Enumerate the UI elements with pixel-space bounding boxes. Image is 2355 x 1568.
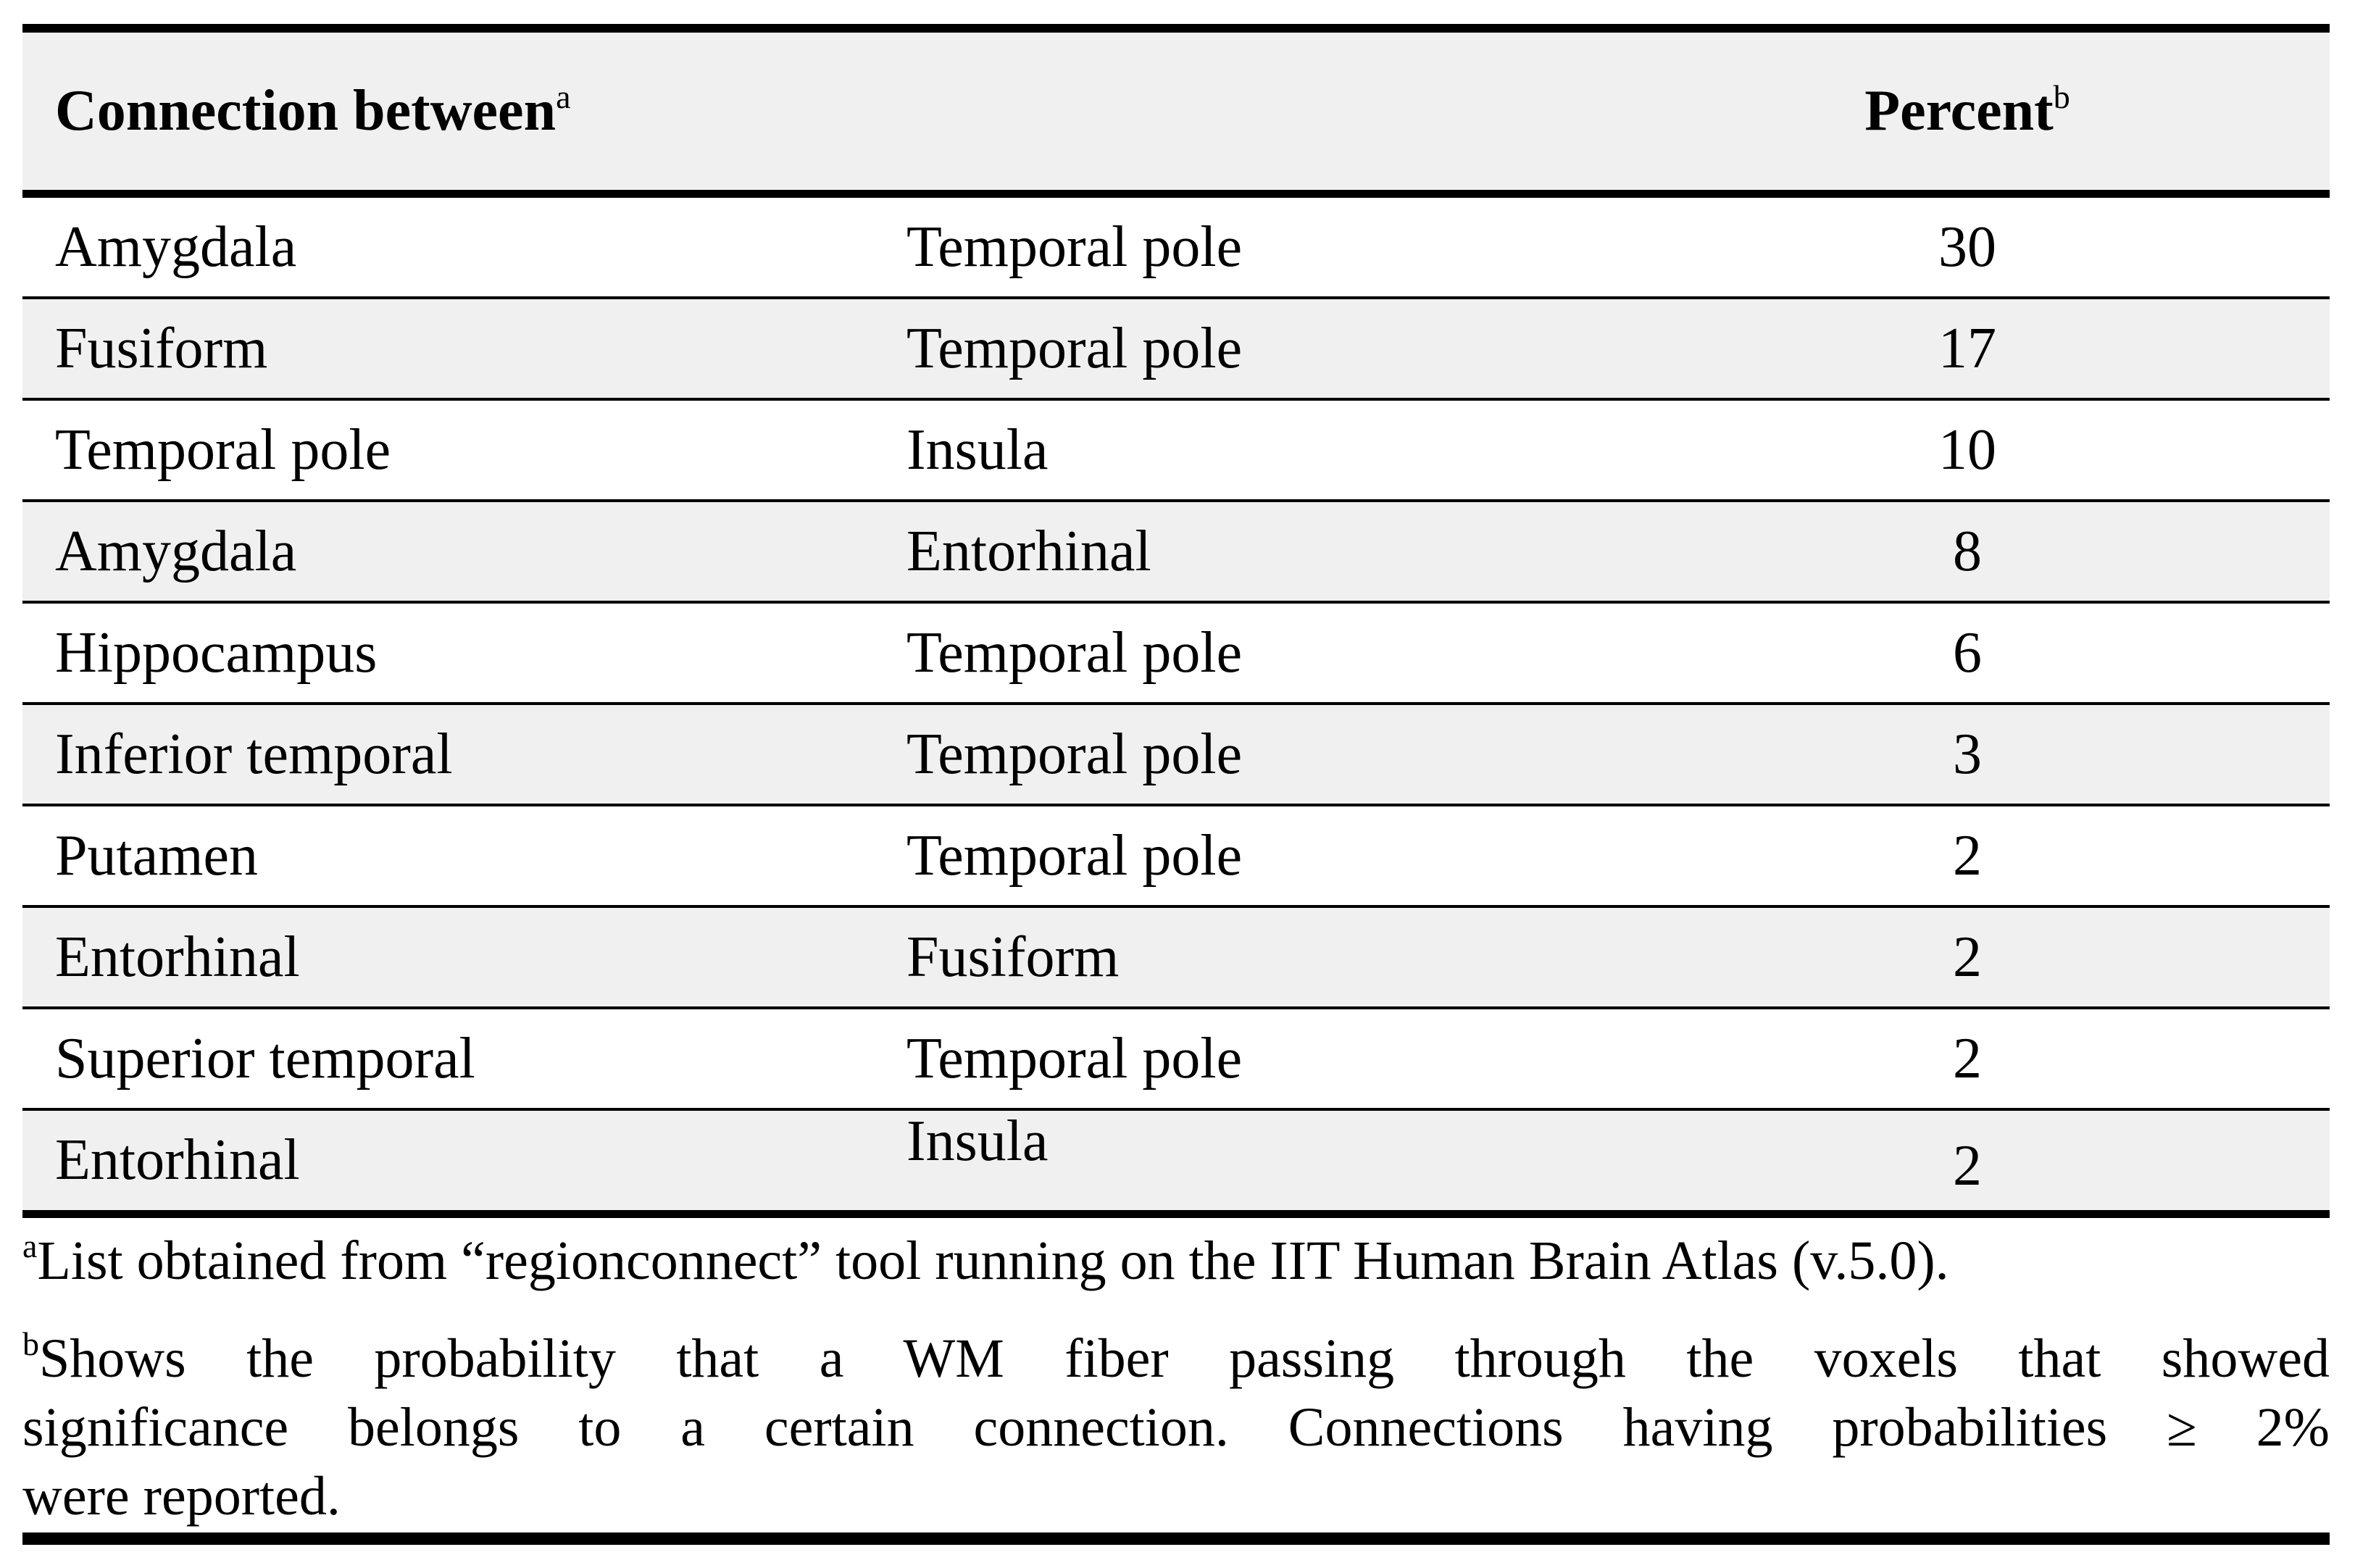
footnote-b-line2: significance belongs to a certain connec… — [22, 1397, 2330, 1458]
cell-region2: Entorhinal — [906, 519, 1151, 583]
table-footnotes: aList obtained from “regionconnect” tool… — [22, 1227, 2330, 1531]
table-row: Amygdala Temporal pole 30 — [22, 198, 2330, 299]
table-bottom-rule — [22, 1210, 2330, 1218]
cell-percent: 2 — [1953, 925, 1982, 989]
cell-region1: Fusiform — [55, 316, 268, 380]
table-row: Putamen Temporal pole 2 — [22, 806, 2330, 908]
footnote-b-superscript: b — [22, 1325, 39, 1362]
header-connection: Connection betweena — [55, 78, 906, 144]
cell-percent: 2 — [1953, 823, 1982, 888]
cell-region1: Amygdala — [55, 214, 297, 279]
table-header-row: Connection betweena Percentb — [22, 33, 2330, 190]
header-percent-label: Percent — [1864, 79, 2054, 143]
table-body: Amygdala Temporal pole 30 Fusiform Tempo… — [22, 198, 2330, 1210]
table-row: Entorhinal Fusiform 2 — [22, 908, 2330, 1009]
cell-region2: Insula — [906, 417, 1049, 482]
table-row: Superior temporal Temporal pole 2 — [22, 1009, 2330, 1111]
table-row: Inferior temporal Temporal pole 3 — [22, 705, 2330, 806]
cell-region1: Temporal pole — [55, 417, 391, 482]
cell-region2: Temporal pole — [906, 722, 1243, 786]
header-connection-superscript: a — [556, 78, 571, 115]
table-top-rule — [22, 24, 2330, 33]
table-row: Amygdala Entorhinal 8 — [22, 502, 2330, 604]
cell-region1: Entorhinal — [55, 1128, 300, 1192]
cell-region1: Amygdala — [55, 519, 297, 583]
table-row: Temporal pole Insula 10 — [22, 401, 2330, 502]
cell-region1: Entorhinal — [55, 925, 300, 989]
table-row: Hippocampus Temporal pole 6 — [22, 604, 2330, 705]
cell-percent: 3 — [1953, 722, 1982, 786]
cell-region2: Insula — [906, 1109, 1049, 1173]
cell-region2: Temporal pole — [906, 620, 1243, 685]
cell-percent: 17 — [1938, 316, 1996, 380]
cell-percent: 8 — [1953, 519, 1982, 583]
cell-percent: 6 — [1953, 620, 1982, 685]
cell-region1: Inferior temporal — [55, 722, 453, 786]
footnote-a: aList obtained from “regionconnect” tool… — [22, 1227, 2330, 1296]
header-connection-label: Connection between — [55, 79, 557, 143]
cell-region2: Temporal pole — [906, 316, 1243, 380]
cell-region1: Hippocampus — [55, 620, 378, 685]
cell-region2: Temporal pole — [906, 1026, 1243, 1090]
footnote-a-superscript: a — [22, 1227, 38, 1264]
cell-percent: 2 — [1953, 1134, 1982, 1198]
cell-region1: Putamen — [55, 823, 258, 888]
cell-region2: Fusiform — [906, 925, 1120, 989]
table-row: Fusiform Temporal pole 17 — [22, 299, 2330, 401]
connection-table: Connection betweena Percentb Amygdala Te… — [22, 24, 2330, 1545]
footnote-b-line3: were reported. — [22, 1466, 341, 1527]
footnote-b-line1: bShows the probability that a WM fiber p… — [22, 1325, 2330, 1390]
cell-percent: 2 — [1953, 1026, 1982, 1090]
header-bottom-rule — [22, 190, 2330, 198]
footnote-a-text: List obtained from “regionconnect” tool … — [37, 1230, 1949, 1291]
cell-region1: Superior temporal — [55, 1026, 475, 1090]
footnote-b: bShows the probability that a WM fiber p… — [22, 1325, 2330, 1531]
cell-percent: 30 — [1938, 214, 1996, 279]
cell-percent: 10 — [1938, 417, 1996, 482]
cell-region2: Temporal pole — [906, 823, 1243, 888]
cell-region2: Temporal pole — [906, 214, 1243, 279]
header-percent-superscript: b — [2053, 78, 2070, 115]
header-percent: Percentb — [1605, 78, 2330, 144]
table-row: Entorhinal Insula 2 — [22, 1109, 2330, 1210]
page-bottom-rule — [22, 1532, 2330, 1545]
